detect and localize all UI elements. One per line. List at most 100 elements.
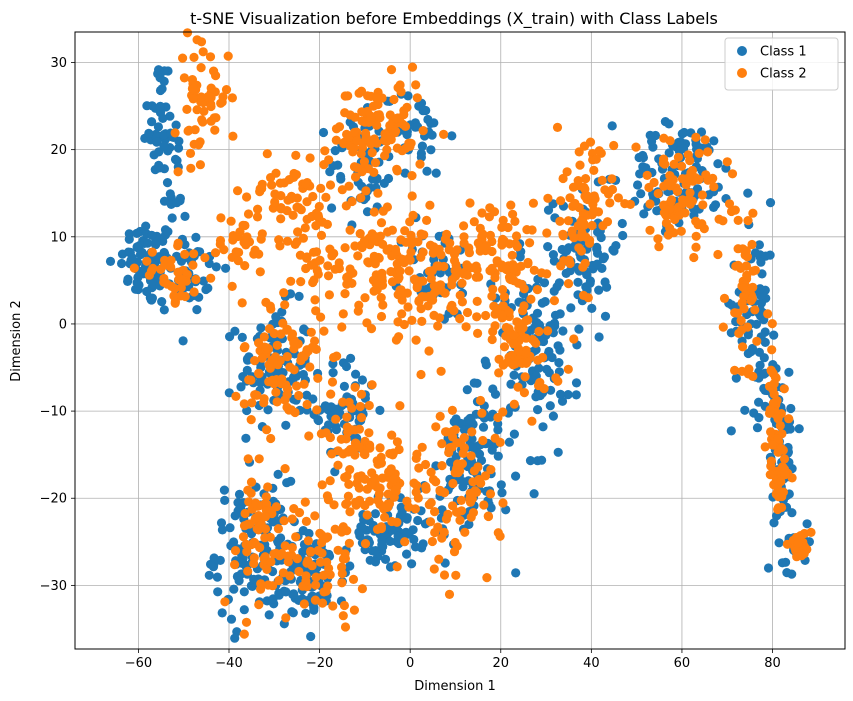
data-point — [416, 152, 426, 162]
data-point — [273, 536, 283, 546]
data-point — [517, 279, 527, 289]
legend: Class 1 Class 2 — [724, 37, 839, 91]
data-point — [127, 253, 137, 263]
data-point — [459, 232, 469, 242]
data-point — [141, 221, 151, 231]
data-point — [432, 261, 442, 271]
data-point — [321, 428, 331, 438]
data-point — [713, 249, 723, 260]
data-point — [359, 449, 369, 459]
data-point — [455, 314, 465, 324]
data-point — [329, 248, 339, 259]
data-point — [294, 291, 304, 301]
data-point — [320, 401, 330, 411]
data-point — [105, 256, 116, 266]
data-point — [289, 338, 299, 348]
data-point — [310, 295, 320, 305]
data-point — [142, 256, 152, 266]
data-point — [373, 188, 383, 198]
data-point — [709, 136, 719, 146]
data-point — [487, 291, 497, 301]
data-point — [557, 396, 568, 406]
data-point — [561, 268, 571, 278]
data-point — [285, 362, 295, 372]
data-point — [478, 422, 489, 432]
data-point — [574, 324, 584, 334]
data-point — [171, 120, 181, 130]
data-point — [286, 276, 296, 286]
y-axis-label: Dimension 2 — [9, 300, 24, 382]
data-point — [265, 301, 275, 311]
data-point — [179, 73, 189, 83]
data-point — [263, 405, 273, 415]
data-point — [736, 316, 746, 326]
data-point — [167, 281, 177, 291]
data-point — [499, 342, 510, 352]
data-point — [230, 633, 240, 643]
data-point — [250, 356, 260, 366]
data-point — [564, 255, 574, 265]
data-point — [486, 465, 496, 475]
data-point — [742, 270, 752, 280]
data-point — [714, 214, 724, 224]
data-point — [672, 186, 683, 196]
data-point — [340, 289, 350, 299]
data-point — [244, 497, 254, 507]
data-point — [709, 182, 719, 192]
data-point — [330, 404, 340, 414]
data-point — [279, 288, 289, 298]
data-point — [670, 214, 680, 225]
data-point — [271, 168, 281, 178]
data-point — [365, 555, 375, 565]
data-point — [198, 117, 208, 127]
data-point — [211, 71, 221, 81]
data-point — [357, 375, 367, 385]
data-point — [744, 364, 754, 374]
data-point — [305, 153, 315, 163]
data-point — [389, 94, 399, 105]
data-point — [652, 206, 662, 216]
data-point — [337, 578, 347, 588]
data-point — [422, 215, 432, 225]
data-point — [498, 215, 508, 225]
data-point — [237, 298, 247, 308]
data-point — [264, 610, 274, 620]
data-point — [687, 165, 698, 175]
data-point — [369, 134, 379, 144]
data-point — [318, 570, 329, 581]
data-point — [430, 507, 440, 517]
data-point — [490, 273, 500, 283]
data-point — [368, 101, 378, 111]
data-point — [638, 162, 648, 172]
data-point — [262, 425, 272, 435]
data-point — [376, 523, 386, 534]
data-point — [786, 403, 796, 414]
data-point — [697, 190, 708, 200]
data-point — [766, 461, 776, 471]
data-point — [469, 466, 479, 476]
data-point — [196, 63, 206, 73]
data-point — [618, 230, 628, 241]
data-point — [710, 200, 721, 210]
data-point — [271, 502, 281, 512]
data-point — [371, 232, 381, 242]
data-point — [217, 525, 227, 535]
data-point — [767, 440, 778, 450]
data-point — [587, 220, 597, 231]
data-point — [311, 221, 321, 231]
x-tick-label: 60 — [674, 656, 691, 671]
data-point — [322, 557, 332, 567]
data-point — [434, 244, 444, 254]
data-point — [378, 300, 388, 310]
data-point — [589, 165, 599, 175]
data-point — [355, 401, 365, 412]
data-point — [447, 131, 457, 141]
data-point — [393, 113, 403, 123]
data-point — [427, 536, 437, 547]
data-point — [313, 210, 323, 220]
data-point — [533, 355, 543, 365]
legend-box — [724, 37, 839, 91]
data-point — [727, 169, 738, 179]
data-point — [677, 161, 687, 171]
data-point — [282, 236, 293, 246]
